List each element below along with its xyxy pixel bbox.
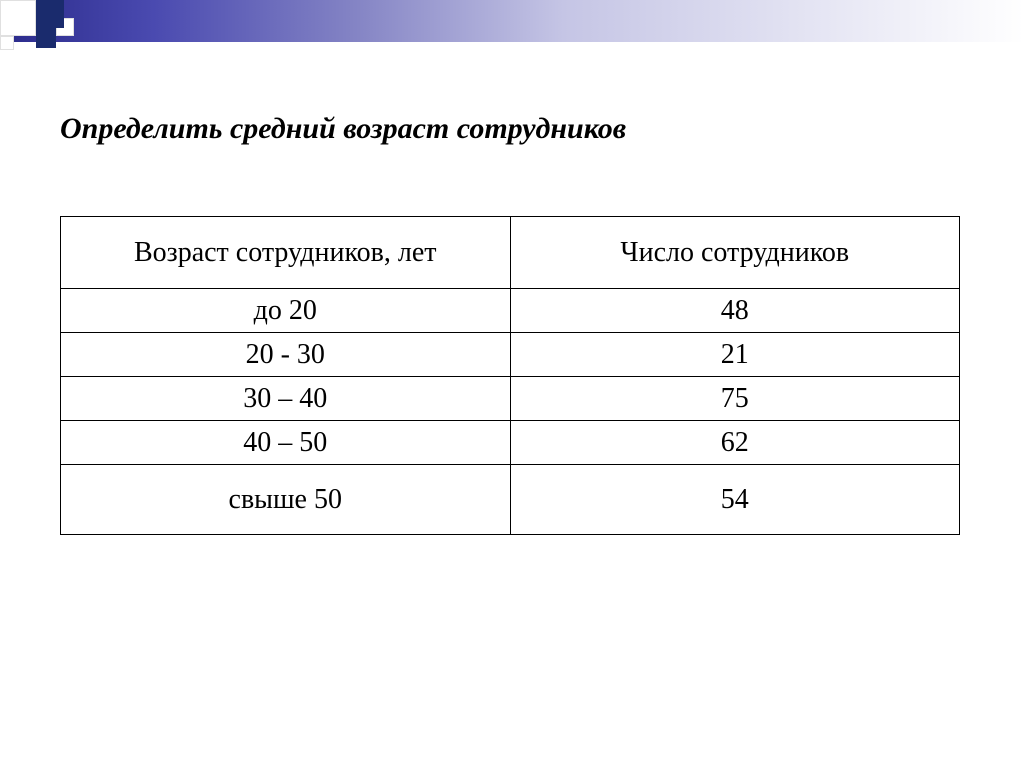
- ornament-square: [0, 0, 36, 36]
- cell-count: 62: [510, 421, 960, 465]
- age-table: Возраст сотрудников, лет Число сотрудник…: [60, 216, 960, 535]
- cell-count: 75: [510, 377, 960, 421]
- cell-count: 21: [510, 333, 960, 377]
- table-row: 20 - 30 21: [61, 333, 960, 377]
- cell-age: 40 – 50: [61, 421, 511, 465]
- header-ornament: [0, 0, 110, 60]
- col-header-count: Число сотрудников: [510, 217, 960, 289]
- table-row: до 20 48: [61, 289, 960, 333]
- table-row: 40 – 50 62: [61, 421, 960, 465]
- slide-content: Определить средний возраст сотрудников В…: [0, 42, 1024, 535]
- cell-age: 30 – 40: [61, 377, 511, 421]
- cell-count: 54: [510, 465, 960, 535]
- table-row: 30 – 40 75: [61, 377, 960, 421]
- table-row: свыше 50 54: [61, 465, 960, 535]
- slide-header-bar: [0, 0, 1024, 42]
- cell-count: 48: [510, 289, 960, 333]
- table-header-row: Возраст сотрудников, лет Число сотрудник…: [61, 217, 960, 289]
- ornament-square: [36, 28, 56, 48]
- cell-age: до 20: [61, 289, 511, 333]
- ornament-square: [0, 36, 14, 50]
- ornament-square: [36, 0, 64, 28]
- cell-age: свыше 50: [61, 465, 511, 535]
- page-title: Определить средний возраст сотрудников: [60, 112, 974, 146]
- col-header-age: Возраст сотрудников, лет: [61, 217, 511, 289]
- cell-age: 20 - 30: [61, 333, 511, 377]
